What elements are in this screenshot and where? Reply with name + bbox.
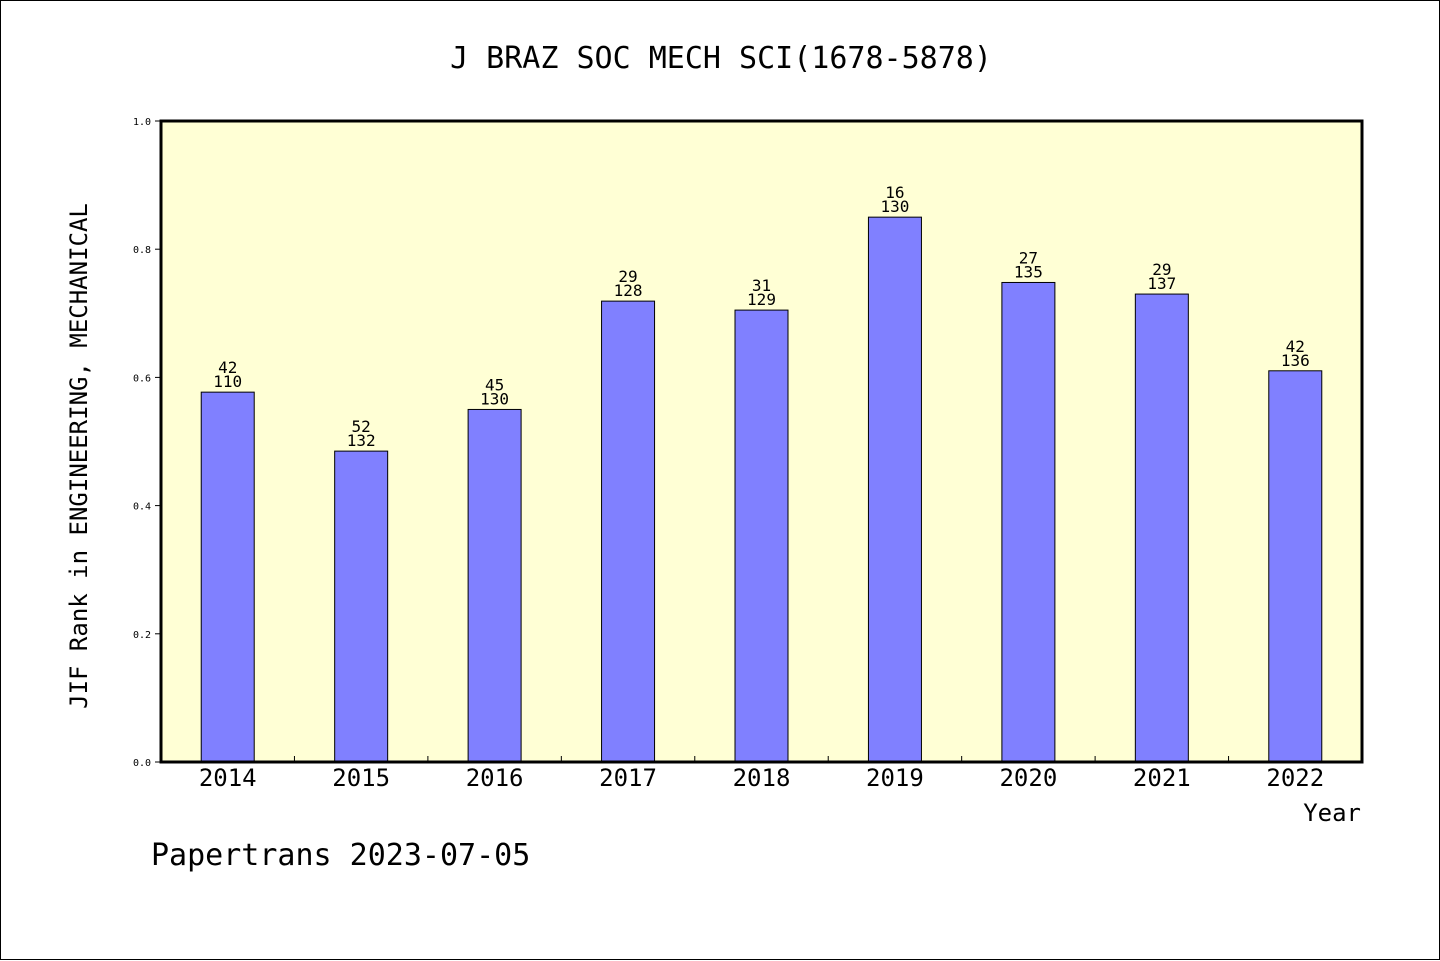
bar-total-label: 135 [1014, 262, 1043, 281]
x-tick-label: 2019 [866, 764, 924, 792]
bar-rank-label: 16 [885, 183, 904, 202]
bar-rank-label: 42 [218, 358, 237, 377]
bar-2017 [601, 300, 656, 763]
x-axis: 2014 2015 2016 2017 2018 2019 2020 2021 2022 [199, 756, 1324, 792]
bar-rank-label: 29 [618, 267, 637, 286]
bar-rank-label: 29 [1152, 260, 1171, 279]
bar-2019 [867, 216, 922, 763]
x-tick-label: 2016 [466, 764, 524, 792]
bar-rank-label: 42 [1286, 337, 1305, 356]
bar-total-label: 130 [880, 197, 909, 216]
y-axis: 0.0 0.2 0.4 0.6 0.8 1.0 [133, 117, 161, 769]
x-tick-label: 2022 [1266, 764, 1324, 792]
bar-2015 [334, 450, 389, 763]
plot-border [159, 119, 1364, 764]
bar-total-label: 110 [213, 372, 242, 391]
bar-rank-label: 31 [752, 276, 771, 295]
x-tick-label: 2014 [199, 764, 257, 792]
bar-2021 [1134, 293, 1189, 763]
bar-rank-label: 45 [485, 375, 504, 394]
bar-total-label: 136 [1281, 351, 1310, 370]
footer-text: Papertrans 2023-07-05 [151, 838, 530, 873]
bar-2016 [467, 408, 522, 763]
x-tick-label: 2015 [332, 764, 390, 792]
y-tick-label: 0.8 [133, 245, 151, 256]
x-axis-label: Year [1303, 799, 1361, 827]
bar-total-label: 129 [747, 290, 776, 309]
y-tick-label: 1.0 [133, 117, 151, 128]
bar-total-label: 132 [347, 431, 376, 450]
x-tick-label: 2018 [733, 764, 791, 792]
y-tick-label: 0.6 [133, 373, 151, 384]
x-tick-label: 2021 [1133, 764, 1191, 792]
y-tick-label: 0.0 [133, 758, 151, 769]
x-tick-label: 2017 [599, 764, 657, 792]
bar-2020 [1001, 281, 1056, 763]
bar-total-label: 130 [480, 389, 509, 408]
y-tick-label: 0.2 [133, 630, 151, 641]
bar-rank-label: 52 [352, 417, 371, 436]
chart-title: J BRAZ SOC MECH SCI(1678-5878) [450, 41, 992, 76]
x-tick-label: 2020 [999, 764, 1057, 792]
bar-total-label: 137 [1147, 274, 1176, 293]
bar-2018 [734, 309, 789, 763]
bar-2014 [200, 391, 255, 763]
y-tick-label: 0.4 [133, 502, 151, 513]
bar-2022 [1268, 370, 1323, 763]
bar-total-label: 128 [614, 281, 643, 300]
y-axis-label: JIF Rank in ENGINEERING, MECHANICAL [65, 203, 93, 709]
bar-rank-label: 27 [1019, 248, 1038, 267]
